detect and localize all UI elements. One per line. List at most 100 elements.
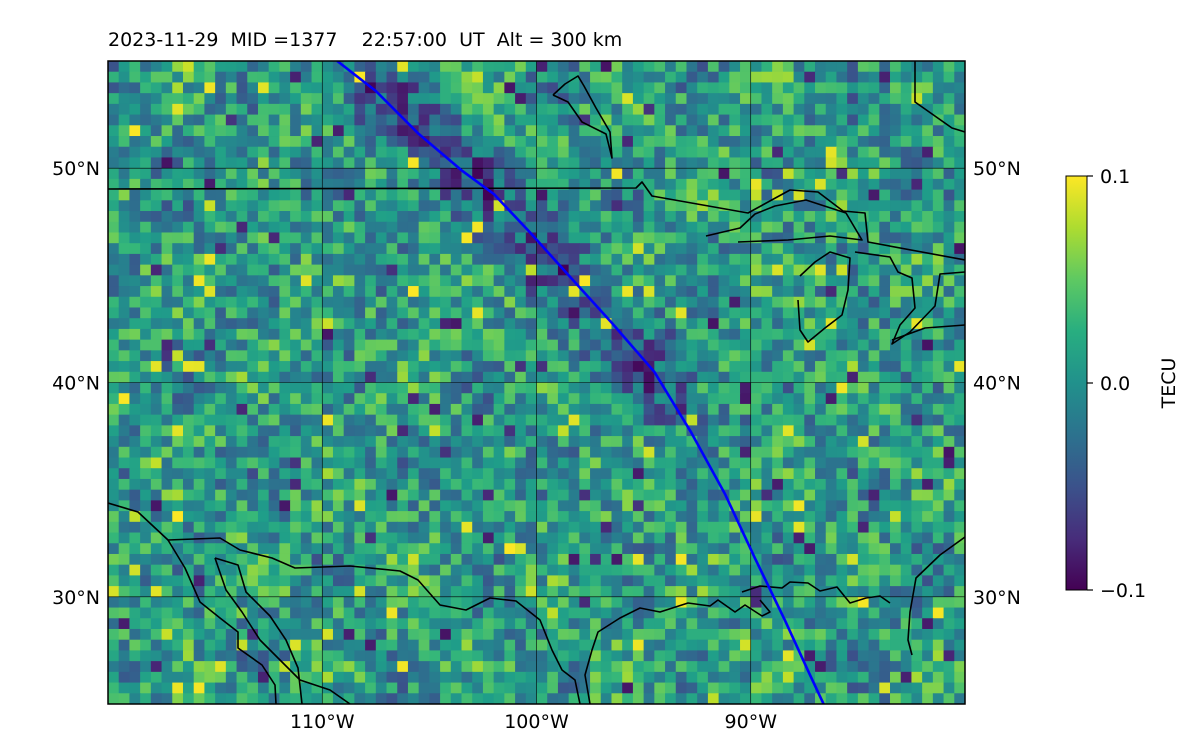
tec-cell <box>804 693 816 704</box>
tec-cell <box>890 146 902 159</box>
tec-cell <box>440 639 452 652</box>
tec-cell <box>804 468 816 480</box>
tec-cell <box>129 82 141 94</box>
tec-cell <box>397 286 409 298</box>
tec-cell <box>954 339 965 351</box>
tec-cell <box>375 296 388 309</box>
tec-cell <box>740 468 752 480</box>
tec-cell <box>493 382 505 394</box>
tec-cell <box>397 318 409 330</box>
tec-cell <box>579 71 591 84</box>
tec-cell <box>547 103 559 116</box>
tec-cell <box>686 596 698 609</box>
tec-cell <box>793 639 805 652</box>
tec-cell <box>429 607 441 619</box>
tec-cell <box>761 114 773 126</box>
tec-cell <box>300 489 313 501</box>
tec-cell <box>804 93 816 105</box>
tec-cell <box>804 425 816 437</box>
tec-cell <box>515 221 527 234</box>
tec-cell <box>857 607 870 619</box>
tec-cell <box>804 628 816 641</box>
tec-cell <box>590 221 602 234</box>
tec-cell <box>525 61 538 73</box>
tec-cell <box>193 446 206 459</box>
tec-cell <box>729 318 741 330</box>
tec-cell <box>815 575 827 587</box>
tec-cell <box>322 339 334 351</box>
tec-cell <box>247 543 259 555</box>
tec-cell <box>279 446 291 459</box>
tec-cell <box>772 596 784 609</box>
tec-cell <box>225 425 238 437</box>
tec-cell <box>686 521 698 534</box>
tec-cell <box>750 382 763 394</box>
tec-cell <box>536 93 548 105</box>
tec-cell <box>857 200 870 212</box>
tec-cell <box>161 157 173 169</box>
baja-california-shore <box>167 539 277 704</box>
tec-cell <box>622 382 634 394</box>
tec-cell <box>450 318 463 330</box>
tec-cell <box>172 286 184 298</box>
tec-cell <box>311 328 323 341</box>
tec-cell <box>697 307 709 319</box>
tec-cell <box>836 382 848 394</box>
tec-cell <box>225 328 238 341</box>
tec-cell <box>129 521 141 534</box>
tec-cell <box>697 296 709 309</box>
tec-cell <box>257 382 270 394</box>
tec-cell <box>568 393 580 405</box>
tec-cell <box>365 296 377 309</box>
tec-cell <box>182 71 195 84</box>
tec-cell <box>911 403 923 416</box>
tec-cell <box>322 350 334 362</box>
tec-cell <box>407 532 420 544</box>
tec-cell <box>461 82 473 94</box>
tec-cell <box>868 61 880 73</box>
tec-cell <box>954 178 965 191</box>
tec-cell <box>686 532 698 544</box>
tec-cell <box>654 586 666 598</box>
tec-cell <box>472 575 484 587</box>
tec-cell <box>418 628 430 641</box>
tec-cell <box>761 425 773 437</box>
tec-cell <box>354 114 366 126</box>
tec-cell <box>579 543 591 555</box>
tec-cell <box>847 661 859 673</box>
tec-cell <box>782 350 795 362</box>
tec-cell <box>279 511 291 523</box>
tec-cell <box>932 61 945 73</box>
tec-cell <box>150 414 163 426</box>
tec-cell <box>836 168 848 180</box>
us-canada-border <box>108 181 965 261</box>
tec-cell <box>868 125 880 137</box>
tec-cell <box>386 661 398 673</box>
tec-cell <box>140 618 152 630</box>
tec-cell <box>140 628 152 641</box>
tec-cell <box>150 307 163 319</box>
tec-cell <box>718 232 730 244</box>
tec-cell <box>804 553 816 566</box>
tec-cell <box>547 586 559 598</box>
tec-cell <box>247 650 259 662</box>
tec-cell <box>418 639 430 652</box>
tec-cell <box>268 564 280 576</box>
tec-cell <box>332 200 345 212</box>
tec-cell <box>215 232 227 244</box>
tec-cell <box>129 350 141 362</box>
tec-cell <box>311 628 323 641</box>
tec-cell <box>632 61 645 73</box>
tec-cell <box>557 371 570 384</box>
tec-cell <box>729 61 741 73</box>
tec-cell <box>193 618 206 630</box>
tec-cell <box>900 211 913 223</box>
tec-cell <box>450 264 463 276</box>
tec-cell <box>632 82 645 94</box>
tec-cell <box>579 125 591 137</box>
tec-cell <box>247 639 259 652</box>
tec-cell <box>600 618 613 630</box>
title-date: 2023-11-29 <box>108 29 219 51</box>
tec-cell <box>161 414 173 426</box>
tec-cell <box>943 489 955 501</box>
